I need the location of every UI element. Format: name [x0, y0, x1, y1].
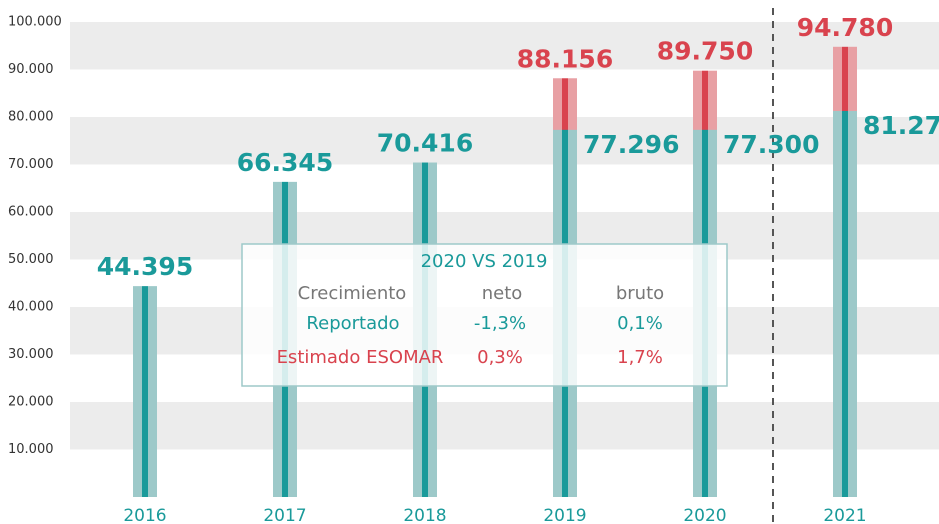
table-title: 2020 VS 2019: [421, 251, 548, 272]
x-tick-label: 2021: [823, 506, 866, 524]
grid-band: [70, 402, 939, 450]
table-cell: -1,3%: [474, 313, 526, 334]
value-label: 89.750: [657, 37, 753, 66]
value-label: 66.345: [237, 148, 333, 177]
x-tick-label: 2016: [123, 506, 166, 524]
y-tick-label: 60.000: [8, 205, 54, 220]
y-tick-label: 100.000: [8, 15, 62, 30]
table-cell: Estimado ESOMAR: [277, 347, 444, 368]
x-tick-label: 2019: [543, 506, 586, 524]
table-cell: 0,3%: [477, 347, 523, 368]
table-cell: Reportado: [306, 313, 399, 334]
y-tick-label: 70.000: [8, 157, 54, 172]
grid-band: [70, 117, 939, 165]
value-label: 44.395: [97, 252, 193, 281]
value-label: 88.156: [517, 44, 613, 73]
grid: 10.000 20.000 30.000 40.000 50.000 60.000 70.0…: [8, 15, 939, 457]
y-tick-label: 20.000: [8, 395, 54, 410]
table-box: [241, 243, 728, 387]
table-header: Crecimiento: [298, 283, 407, 304]
labels: 2016 44.395 2017 66.345 2018 70.416 2019 88.156…: [97, 13, 939, 524]
value-label: 70.416: [377, 129, 473, 158]
y-tick-label: 80.000: [8, 110, 54, 125]
table-cell: 0,1%: [617, 313, 663, 334]
value-label: 81.271: [863, 111, 939, 140]
summary-table: 2020 VS 2019 Crecimiento neto bruto Reportad…: [241, 243, 728, 387]
x-tick-label: 2018: [403, 506, 446, 524]
x-tick-label: 2020: [683, 506, 726, 524]
bar: [133, 286, 157, 497]
y-tick-label: 30.000: [8, 347, 54, 362]
y-tick-label: 50.000: [8, 252, 54, 267]
value-label: 77.296: [583, 130, 679, 159]
table-header: neto: [482, 283, 523, 304]
grid-band: [70, 22, 939, 70]
x-tick-label: 2017: [263, 506, 306, 524]
y-tick-label: 10.000: [8, 442, 54, 457]
bar: [833, 110, 857, 497]
y-tick-label: 40.000: [8, 300, 54, 315]
y-tick-label: 90.000: [8, 62, 54, 77]
table-header: bruto: [616, 283, 664, 304]
table-cell: 1,7%: [617, 347, 663, 368]
value-label: 77.300: [723, 130, 819, 159]
value-label: 94.780: [797, 13, 893, 42]
